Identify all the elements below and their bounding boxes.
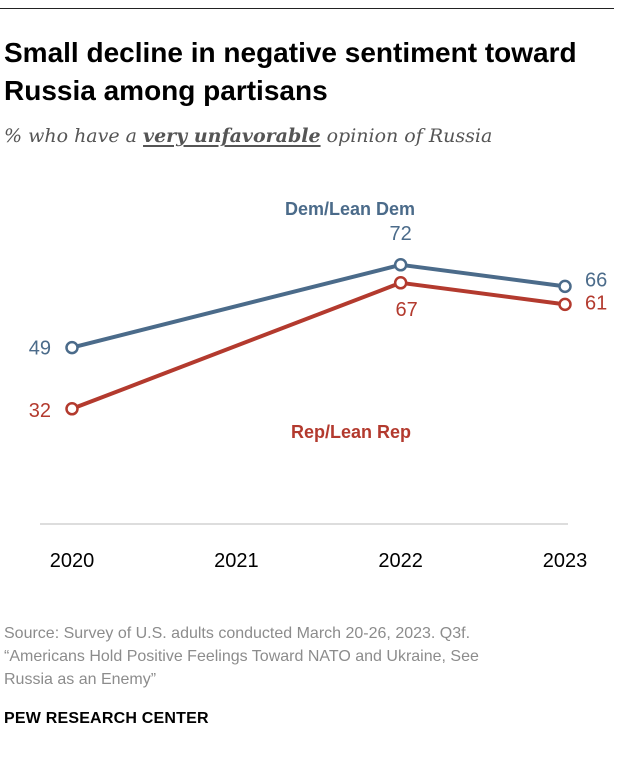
- data-label-rep-lean-rep-2023: 61: [585, 292, 607, 314]
- pew-brand-logo: PEW RESEARCH CENTER: [4, 710, 209, 727]
- source-line-3: Russia as an Enemy”: [4, 671, 157, 688]
- source-line-1: Source: Survey of U.S. adults conducted …: [4, 625, 471, 642]
- x-tick-label-2023: 2023: [543, 550, 588, 572]
- series-name-dem-lean-dem: Dem/Lean Dem: [285, 199, 415, 219]
- line-chart: 2020 2021 2022 2023 49 72 66 Dem/Lean Dem 32 67 61…: [29, 199, 608, 572]
- series-name-rep-lean-rep: Rep/Lean Rep: [291, 422, 411, 442]
- subtitle-emphasis: very unfavorable: [143, 125, 321, 147]
- data-point-dem-lean-dem-2022: [393, 258, 408, 272]
- data-label-rep-lean-rep-2020: 32: [29, 400, 51, 422]
- series-line-dem-lean-dem: [70, 262, 567, 350]
- source-note: Source: Survey of U.S. adults conducted …: [4, 622, 604, 691]
- data-point-dem-lean-dem-2023: [558, 279, 572, 294]
- chart-subtitle: % who have a very unfavorable opinion of…: [4, 122, 604, 150]
- top-rule: [0, 8, 614, 9]
- data-label-dem-lean-dem-2023: 66: [585, 269, 607, 291]
- x-tick-label-2020: 2020: [50, 550, 95, 572]
- data-point-rep-lean-rep-2020: [65, 402, 79, 416]
- source-line-2: “Americans Hold Positive Feelings Toward…: [4, 648, 479, 665]
- data-point-rep-lean-rep-2022: [393, 276, 408, 290]
- data-point-dem-lean-dem-2020: [65, 340, 79, 355]
- series-line-rep-lean-rep: [70, 280, 567, 411]
- data-label-dem-lean-dem-2020: 49: [29, 338, 51, 360]
- data-label-rep-lean-rep-2022: 67: [396, 299, 418, 321]
- subtitle-prefix: % who have a: [4, 125, 144, 147]
- chart-title: Small decline in negative sentiment towa…: [4, 37, 577, 106]
- x-tick-label-2021: 2021: [214, 550, 259, 572]
- subtitle-suffix: opinion of Russia: [320, 125, 493, 147]
- x-tick-label-2022: 2022: [378, 550, 423, 572]
- data-point-rep-lean-rep-2023: [558, 297, 572, 312]
- data-label-dem-lean-dem-2022: 72: [390, 223, 412, 245]
